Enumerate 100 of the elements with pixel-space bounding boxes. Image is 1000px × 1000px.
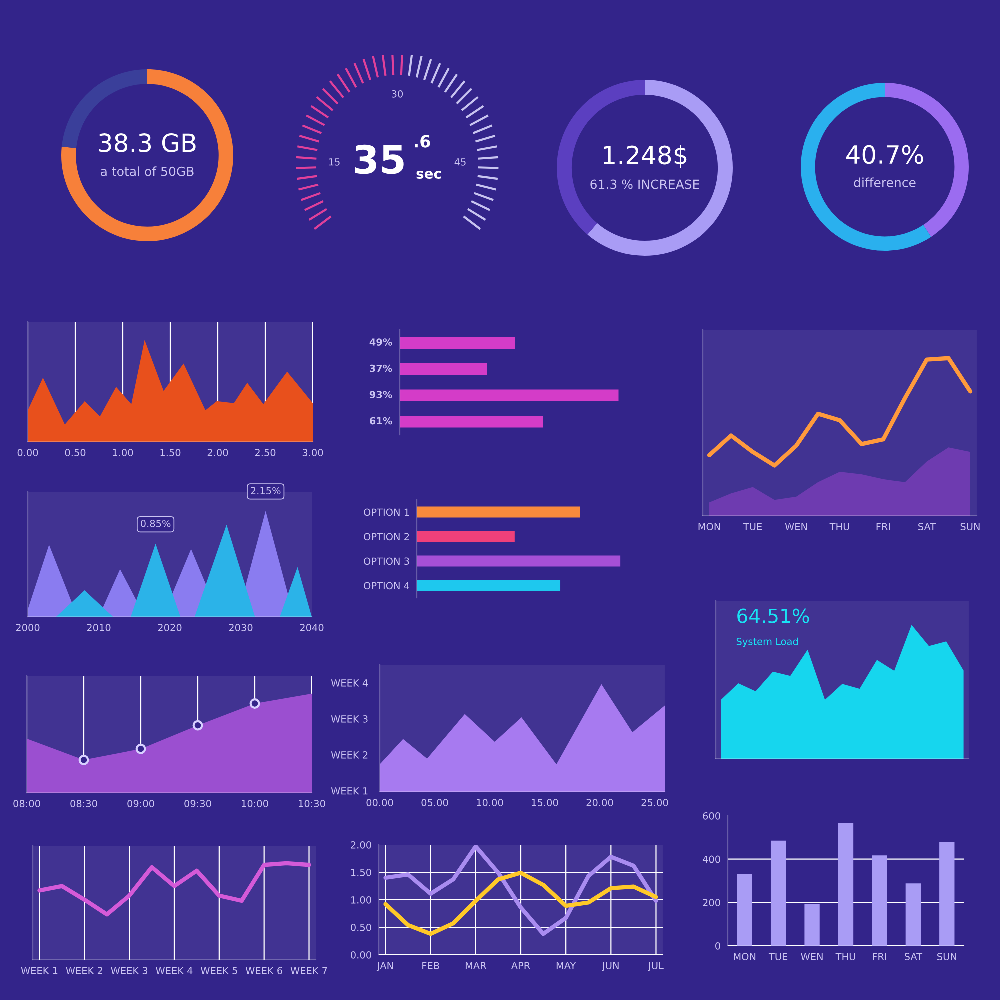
donut-slice bbox=[588, 80, 733, 256]
text: 64.51% bbox=[738, 608, 810, 624]
y-tick-label: 600 bbox=[703, 812, 720, 820]
x-tick-label: 0.50 bbox=[65, 449, 86, 456]
y-tick-label: 1.00 bbox=[351, 896, 372, 904]
x-tick-label: THU bbox=[836, 953, 856, 960]
point bbox=[136, 744, 146, 754]
x-tick-label: WEN bbox=[801, 953, 823, 960]
point bbox=[250, 698, 260, 709]
text: 61.3 % INCREASE bbox=[590, 180, 700, 190]
x-tick-label: WEEK 4 bbox=[156, 967, 193, 974]
data-label: 37% bbox=[370, 364, 392, 372]
x-tick-label: WEEK 6 bbox=[246, 967, 283, 974]
x-tick-label: 15.00 bbox=[532, 799, 558, 806]
x-tick-label: 08:30 bbox=[70, 800, 98, 808]
x-tick-label: 0.00 bbox=[18, 449, 38, 456]
y-tick-label: OPTION 2 bbox=[364, 533, 410, 541]
text: 30 bbox=[392, 90, 404, 98]
bar bbox=[417, 556, 621, 567]
bar bbox=[906, 884, 922, 946]
bar bbox=[804, 904, 820, 946]
line-series bbox=[384, 845, 658, 936]
y-tick-label: 0 bbox=[716, 942, 720, 950]
data-label: 49% bbox=[370, 338, 392, 346]
x-tick-label: 3.00 bbox=[302, 449, 324, 456]
text: 35 bbox=[355, 144, 404, 174]
x-tick-label: MON bbox=[698, 523, 720, 530]
y-tick-label: OPTION 1 bbox=[364, 508, 410, 516]
bar bbox=[400, 337, 516, 350]
x-tick-label: WEEK 3 bbox=[111, 967, 148, 974]
x-tick-label: 09:00 bbox=[128, 800, 154, 808]
bar bbox=[417, 506, 580, 518]
x-tick-label: SUN bbox=[960, 523, 980, 530]
bar bbox=[400, 390, 619, 402]
annotation: System Load bbox=[736, 638, 798, 648]
point bbox=[192, 720, 204, 731]
text: WEEK 1 bbox=[331, 788, 368, 795]
text: WEEK 2 bbox=[331, 751, 368, 759]
y-tick-label: OPTION 3 bbox=[364, 558, 410, 566]
x-tick-label: 09:30 bbox=[184, 800, 212, 808]
y-tick-label: OPTION 4 bbox=[364, 582, 410, 590]
bar bbox=[737, 874, 752, 946]
x-tick-label: MON bbox=[734, 953, 756, 960]
x-tick-label: 2030 bbox=[229, 624, 253, 632]
y-tick-label: 400 bbox=[702, 856, 720, 864]
donut-slice bbox=[801, 83, 932, 251]
x-tick-label: 1.00 bbox=[113, 449, 134, 456]
x-tick-label: SAT bbox=[904, 953, 923, 960]
y-tick-label: 1.50 bbox=[351, 868, 372, 876]
text: a total of 50GB bbox=[101, 166, 194, 176]
x-tick-label: FRI bbox=[873, 953, 886, 960]
x-tick-label: 10:30 bbox=[299, 800, 326, 808]
x-tick-label: 08:00 bbox=[14, 800, 40, 808]
x-tick-label: WEN bbox=[785, 523, 808, 530]
text: 38.3 GB bbox=[99, 134, 196, 152]
bar bbox=[940, 842, 955, 946]
x-tick-label: 00.00 bbox=[366, 799, 394, 806]
x-tick-label: TUE bbox=[768, 953, 788, 960]
x-tick-label: APR bbox=[511, 962, 530, 970]
x-tick-label: 25.00 bbox=[642, 799, 668, 806]
y-tick-label: 200 bbox=[703, 899, 720, 906]
x-tick-label: 2.00 bbox=[208, 449, 228, 456]
x-tick-label: 2040 bbox=[300, 624, 324, 632]
text: difference bbox=[854, 178, 916, 188]
text: WEEK 3 bbox=[331, 716, 368, 723]
text: sec bbox=[416, 171, 442, 180]
x-tick-label: SUN bbox=[938, 953, 956, 960]
annotation: 2.15% bbox=[251, 487, 281, 495]
x-tick-label: TUE bbox=[743, 523, 762, 530]
x-tick-label: SAT bbox=[918, 523, 936, 530]
annotation: 0.85% bbox=[141, 520, 171, 528]
bar bbox=[770, 840, 786, 946]
x-tick-label: MAY bbox=[556, 962, 576, 970]
bar bbox=[400, 416, 544, 428]
x-tick-label: THU bbox=[830, 523, 850, 530]
x-tick-label: WEEK 1 bbox=[21, 967, 58, 974]
x-tick-label: JAN bbox=[376, 962, 394, 972]
y-tick-label: 2.00 bbox=[351, 841, 372, 849]
point bbox=[78, 754, 90, 766]
y-tick-label: 0.50 bbox=[351, 924, 372, 932]
data-label: 93% bbox=[370, 391, 392, 398]
x-tick-label: WEEK 7 bbox=[290, 967, 328, 974]
text: 45 bbox=[454, 158, 466, 166]
x-tick-label: JUN bbox=[602, 962, 619, 972]
x-tick-label: 2000 bbox=[16, 624, 40, 632]
x-tick-label: WEEK 2 bbox=[66, 967, 102, 974]
bar bbox=[838, 823, 854, 946]
x-tick-label: 10:00 bbox=[242, 800, 268, 808]
x-tick-label: 2020 bbox=[158, 624, 182, 632]
bar bbox=[417, 531, 515, 542]
bar bbox=[417, 580, 561, 592]
text: .6 bbox=[414, 135, 430, 148]
x-tick-label: 1.50 bbox=[160, 449, 181, 456]
x-tick-label: 05.00 bbox=[422, 799, 448, 806]
line-series bbox=[384, 870, 658, 936]
text: 1.248$ bbox=[604, 145, 687, 168]
x-tick-label: JUL bbox=[648, 962, 664, 972]
x-tick-label: FEB bbox=[422, 962, 440, 970]
text: 40.7% bbox=[846, 145, 924, 164]
donut-slice bbox=[62, 70, 234, 242]
